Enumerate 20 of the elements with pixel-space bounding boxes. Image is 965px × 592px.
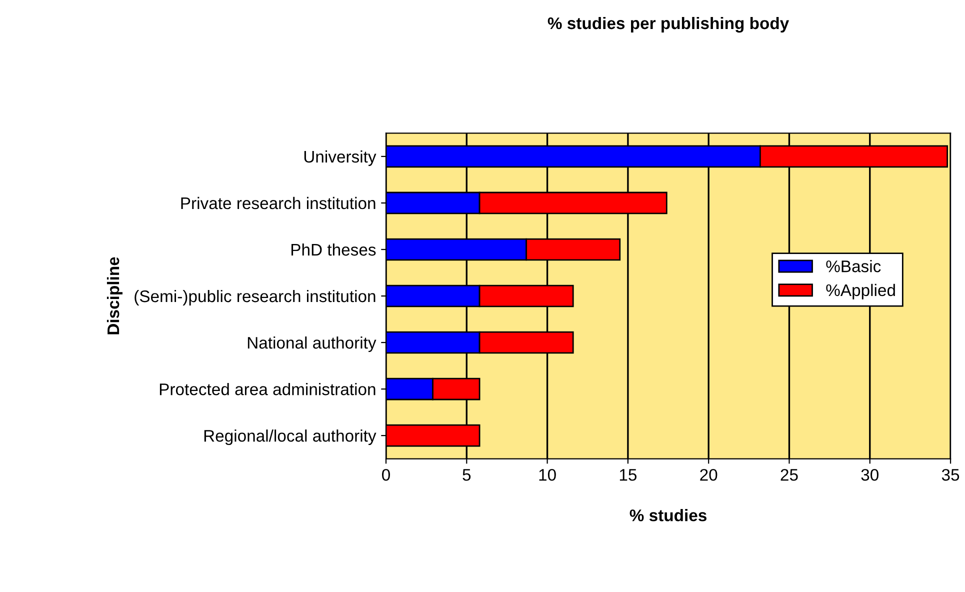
- x-tick-label: 35: [942, 468, 960, 481]
- y-axis-title: Discipline: [106, 257, 122, 334]
- y-tick-label: National authority: [248, 336, 376, 352]
- x-tick-label: 30: [861, 468, 878, 481]
- x-tick-label: 0: [382, 468, 390, 481]
- chart-title: % studies per publishing body: [548, 16, 790, 33]
- x-tick-label: 10: [539, 468, 556, 481]
- y-tick-label: Regional/local authority: [204, 430, 376, 446]
- y-tick-label: Protected area administration: [160, 382, 376, 396]
- y-tick-label: University: [304, 150, 376, 166]
- x-tick-label: 25: [780, 468, 798, 481]
- x-tick-label: 20: [700, 468, 718, 481]
- y-tick-label: PhD theses: [291, 243, 376, 256]
- legend-label: %Basic: [826, 260, 881, 272]
- x-tick-label: 15: [620, 469, 637, 481]
- y-tick-label: Private research institution: [181, 196, 376, 210]
- legend-label: %Applied: [826, 284, 895, 300]
- x-tick-label: 5: [462, 469, 471, 481]
- x-axis-title: % studies: [630, 509, 706, 522]
- y-tick-label: (Semi-)public research institution: [134, 290, 376, 306]
